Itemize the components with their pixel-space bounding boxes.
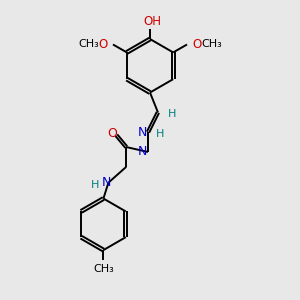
Text: H: H	[91, 180, 100, 190]
Text: CH₃: CH₃	[201, 40, 222, 50]
Text: CH₃: CH₃	[78, 40, 99, 50]
Text: H: H	[156, 129, 164, 139]
Text: N: N	[137, 126, 147, 139]
Text: O: O	[107, 127, 117, 140]
Text: OH: OH	[143, 15, 161, 28]
Text: N: N	[137, 146, 147, 158]
Text: N: N	[102, 176, 111, 189]
Text: CH₃: CH₃	[93, 264, 114, 274]
Text: O: O	[99, 38, 108, 51]
Text: O: O	[192, 38, 201, 51]
Text: H: H	[168, 109, 176, 119]
